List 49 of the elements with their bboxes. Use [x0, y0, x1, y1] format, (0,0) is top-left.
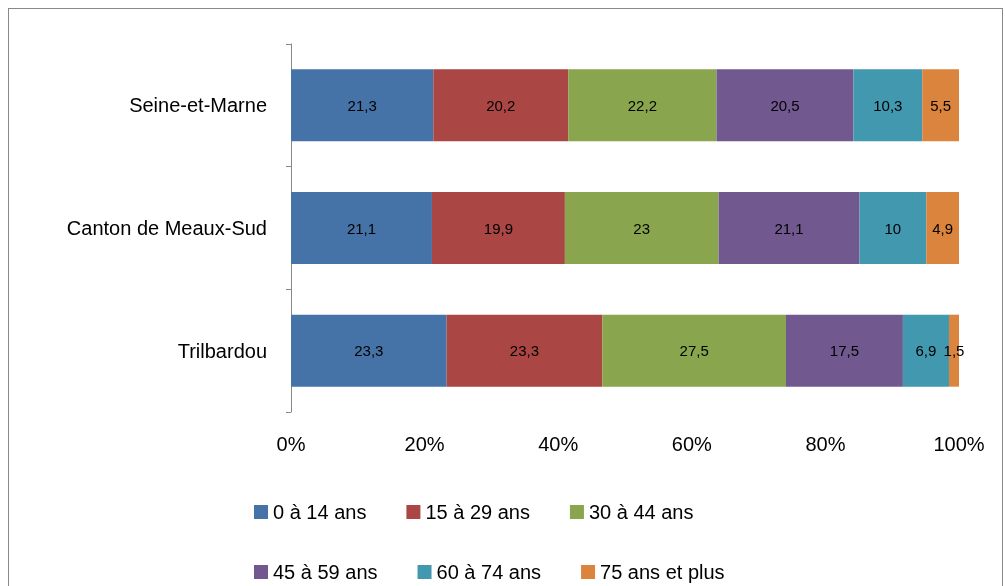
legend-label: 60 à 74 ans — [436, 561, 542, 583]
data-label: 4,9 — [932, 219, 954, 237]
data-label: 21,3 — [347, 96, 377, 114]
data-label: 20,5 — [770, 96, 800, 114]
bar — [431, 192, 565, 264]
data-label: 23,3 — [509, 342, 540, 360]
data-label: 23,3 — [354, 342, 384, 360]
bar — [922, 69, 959, 142]
data-label: 17,5 — [829, 342, 860, 360]
y-tick-label: Trilbardou — [177, 339, 267, 362]
bar — [291, 314, 447, 387]
x-tick-label: 100% — [933, 433, 985, 455]
data-label: 1,5 — [943, 342, 965, 360]
legend-label: 15 à 29 ans — [425, 501, 530, 523]
y-tick-label: Canton de Meaux-Sud — [66, 217, 267, 239]
data-label: 21,1 — [346, 219, 377, 237]
bar — [718, 192, 860, 264]
x-tick-label: 60% — [671, 433, 713, 455]
x-tick-label: 20% — [404, 433, 445, 455]
data-label: 6,9 — [915, 342, 937, 360]
x-tick-label: 0% — [276, 433, 306, 455]
data-label: 21,1 — [774, 219, 804, 237]
bar — [564, 192, 719, 264]
data-label: 10 — [884, 219, 902, 237]
bar — [859, 192, 927, 264]
bar — [291, 192, 432, 264]
bar — [602, 314, 786, 387]
data-label: 19,9 — [483, 219, 514, 237]
data-label: 27,5 — [679, 342, 709, 360]
x-tick-label: 80% — [805, 433, 846, 455]
x-tick-label: 40% — [538, 433, 579, 455]
bar — [785, 314, 903, 387]
legend-label: 45 à 59 ans — [273, 561, 378, 583]
bar — [568, 69, 717, 142]
bar — [926, 192, 959, 264]
bar — [291, 69, 434, 142]
data-label: 23 — [633, 219, 651, 237]
data-label: 10,3 — [873, 96, 903, 114]
bar — [853, 69, 923, 142]
legend-label: 30 à 44 ans — [588, 501, 694, 523]
bar — [716, 69, 854, 142]
data-label: 5,5 — [930, 96, 952, 114]
y-tick-label: Seine-et-Marne — [129, 94, 267, 117]
bar — [433, 69, 569, 142]
data-label: 20,2 — [486, 96, 516, 114]
data-label: 22,2 — [627, 96, 657, 114]
bar — [446, 314, 603, 387]
legend-label: 75 ans et plus — [600, 561, 725, 583]
legend-label: 0 à 14 ans — [273, 501, 367, 523]
